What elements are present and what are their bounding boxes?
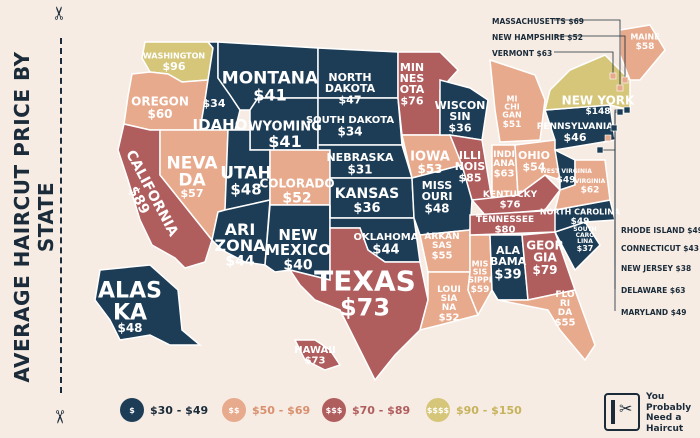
state-rhode-island [623, 106, 631, 114]
legend-label: $70 - $89 [352, 403, 411, 417]
leader-line-connecticut [614, 111, 620, 247]
leader-line-massachusetts [554, 19, 621, 88]
state-vermont [609, 72, 617, 80]
state-new-hampshire [621, 76, 629, 84]
state-connecticut [616, 108, 624, 116]
state-label-south-carolina: SOUTH CARO LINA $37 [573, 226, 596, 253]
state-maryland [596, 146, 604, 154]
state-label-nevada: NEVA DA $57 [167, 154, 219, 201]
brand-name: You Probably Need a Haircut [646, 392, 698, 434]
state-label-louisiana: LOUI SIA NA $52 [437, 285, 461, 324]
state-label-tennessee: TENNESSEE $80 [476, 215, 534, 236]
state-label-maine: MAINE $58 [630, 32, 659, 51]
callout-massachusetts: MASSACHUSETTS $69 [492, 17, 584, 26]
state-label-texas: TEXAS $73 [314, 264, 416, 321]
state-label-kansas: KANSAS $36 [335, 186, 399, 216]
state-label-virginia: VIRGINIA $62 [575, 178, 606, 195]
callout-maryland: MARYLAND $49 [621, 308, 686, 317]
brand-line: Probably [646, 402, 692, 413]
state-label-wyoming: WYOMING $41 [248, 119, 322, 151]
state-label-kentucky: KENTUCKY $76 [483, 190, 538, 211]
state-label-alaska: ALAS KA $48 [98, 279, 162, 336]
state-label-minnesota: MIN NES OTA $76 [400, 61, 425, 108]
state-label-wisconsin: WISCON SIN $36 [435, 99, 486, 135]
brand-logo: ✂ You Probably Need a Haircut [604, 391, 696, 435]
state-label-oklahoma: OKLAHOMA $44 [354, 232, 419, 258]
state-label-montana: MONTANA $41 [222, 69, 319, 105]
state-label-hawaii: HAWAII $73 [294, 345, 335, 367]
legend-swatch: $$$ [322, 398, 346, 422]
leader-line-maryland [600, 149, 616, 311]
state-label-washington: WASHINGTON $96 [143, 51, 205, 73]
callout-vermont: VERMONT $63 [492, 49, 552, 58]
legend-swatch: $$ [222, 398, 246, 422]
state-label-illinois: ILLI NOIS $85 [455, 149, 486, 185]
legend-swatch: $ [120, 398, 144, 422]
state-label-oregon: OREGON $60 [131, 95, 189, 122]
legend-label: $50 - $69 [252, 403, 311, 417]
state-label-arkansas: ARKAN SAS $55 [424, 232, 459, 262]
state-label-michigan: MI CHI GAN $51 [502, 94, 521, 129]
state-label-mississippi: MIS SIS SIPPI $59 [468, 259, 491, 294]
legend-item-tier2: $$ $50 - $69 [222, 398, 310, 422]
state-price-idaho: $34 [203, 97, 226, 110]
barber-tools-icon: ✂ [604, 393, 640, 431]
state-label-north-dakota: NORTH DAKOTA $47 [325, 71, 376, 107]
legend-label: $30 - $49 [150, 403, 209, 417]
legend-item-tier1: $ $30 - $49 [120, 398, 208, 422]
state-new-jersey [610, 124, 618, 132]
callout-new-hampshire: NEW HAMPSHIRE $52 [492, 33, 583, 42]
state-new-york [544, 54, 631, 111]
state-ohio [514, 139, 561, 197]
state-label-new-mexico: NEW MEXICO $40 [265, 226, 331, 274]
state-label-new-york: NEW YORK $148 [562, 94, 635, 117]
state-label-arizona: ARI ZONA $44 [215, 220, 267, 270]
state-hawaii [293, 339, 342, 371]
callout-delaware: DELAWARE $63 [621, 286, 686, 295]
brand-line: Haircut [646, 423, 684, 434]
state-delaware [604, 134, 612, 142]
state-texas [288, 227, 429, 382]
leader-line-new-hampshire [554, 35, 626, 80]
state-florida [497, 289, 596, 362]
state-label-south-dakota: SOUTH DAKOTA $34 [306, 115, 394, 139]
callout-connecticut: CONNECTICUT $43 [621, 244, 699, 253]
brand-line: Need a [646, 413, 682, 423]
state-label-utah: UTAH $48 [220, 164, 271, 199]
state-michigan [489, 58, 546, 143]
state-massachusetts [616, 84, 624, 92]
state-label-iowa: IOWA $53 [410, 149, 450, 176]
state-alaska [94, 264, 203, 346]
state-label-idaho: IDAHO [193, 116, 248, 134]
state-label-nebraska: NEBRASKA $31 [326, 151, 394, 177]
state-label-north-carolina: NORTH CAROLINA $49 [540, 207, 621, 226]
state-label-alabama: ALA BAMA $39 [490, 244, 527, 283]
state-label-missouri: MISS OURI $48 [422, 179, 453, 216]
state-label-colorado: COLORADO $52 [259, 177, 334, 207]
callout-new-jersey: NEW JERSEY $38 [621, 264, 691, 273]
state-virginia [553, 159, 611, 211]
brand-line: You [646, 392, 665, 402]
state-label-indiana: INDI ANA $63 [493, 150, 515, 180]
cut-line [60, 38, 62, 393]
state-label-ohio: OHIO $54 [518, 149, 550, 174]
legend-item-tier3: $$$ $70 - $89 [322, 398, 410, 422]
state-label-pennsylvania: PENNSYLVANIA $46 [537, 122, 614, 144]
leader-line-vermont [554, 51, 614, 76]
state-label-west-virginia: WEST VIRGINIA $49 [540, 168, 592, 185]
callout-rhode-island: RHODE ISLAND $49 [621, 226, 700, 235]
state-label-georgia: GEOR GIA $79 [526, 239, 564, 278]
state-label-florida: FLO RI DA $55 [555, 290, 576, 329]
legend-swatch: $$$$ [426, 398, 450, 422]
legend-item-tier4: $$$$ $90 - $150 [426, 398, 522, 422]
legend-label: $90 - $150 [456, 403, 522, 417]
